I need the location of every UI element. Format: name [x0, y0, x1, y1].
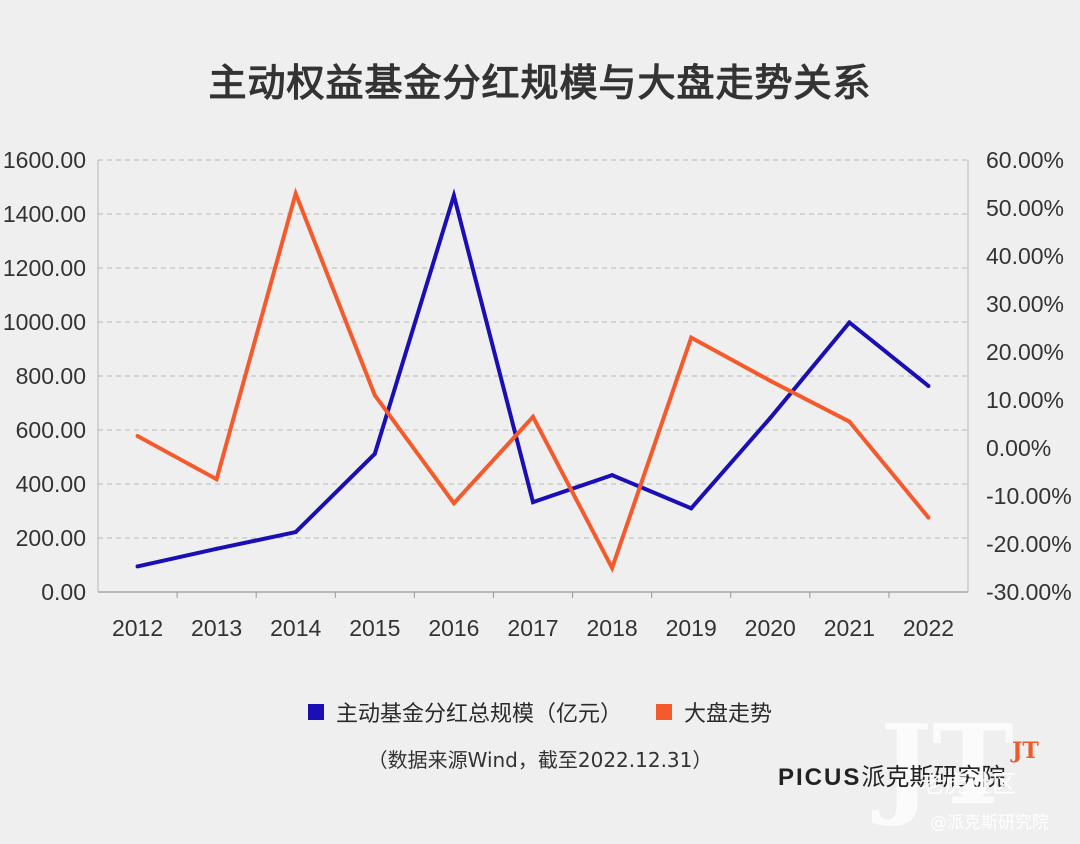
- y-left-tick-label: 800.00: [16, 363, 86, 389]
- data-point-market: [214, 477, 219, 482]
- grid-lines: [98, 159, 968, 539]
- y-right-tick-label: 50.00%: [986, 195, 1064, 221]
- data-point-market: [531, 414, 535, 419]
- legend-item-market: 大盘走势: [656, 696, 772, 728]
- brand-logo: PICUS派克斯研究院: [778, 757, 1005, 792]
- handle-watermark: @派克斯研究院: [930, 813, 1049, 833]
- data-point-fund-dividend: [926, 383, 931, 388]
- data-point-fund-dividend: [135, 564, 140, 569]
- tick-labels: 0.00 200.00 400.00 600.00 800.00 1000.00 1200.…: [3, 147, 1072, 641]
- brand-latin: PICUS: [778, 764, 862, 791]
- series-line-market: [136, 187, 931, 574]
- y-right-tick-label: 40.00%: [986, 243, 1064, 269]
- x-tick-label: 2017: [507, 615, 558, 641]
- legend-label-fund-dividend: 主动基金分红总规模（亿元）: [335, 702, 622, 727]
- y-left-tick-label: 0.00: [41, 579, 86, 605]
- data-point-fund-dividend: [293, 530, 298, 535]
- y-right-tick-label: 30.00%: [986, 291, 1064, 317]
- y-left-tick-label: 1200.00: [3, 255, 86, 281]
- chart-title: 主动权益基金分红规模与大盘走势关系: [208, 61, 872, 105]
- data-point-fund-dividend: [768, 415, 773, 420]
- x-tick-label: 2020: [745, 615, 796, 641]
- y-left-tick-label: 1600.00: [3, 147, 86, 173]
- axes: [97, 160, 969, 598]
- legend: 主动基金分红总规模（亿元） 大盘走势: [0, 696, 1080, 728]
- data-point-fund-dividend: [451, 193, 456, 198]
- data-point-fund-dividend: [214, 546, 219, 551]
- x-tick-label: 2014: [270, 615, 321, 641]
- data-point-market: [293, 191, 298, 196]
- y-left-tick-label: 600.00: [16, 417, 86, 443]
- y-right-tick-label: 60.00%: [986, 147, 1064, 173]
- x-tick-label: 2016: [428, 615, 479, 641]
- data-point-market: [926, 515, 931, 520]
- y-right-tick-label: -20.00%: [986, 531, 1072, 557]
- legend-item-fund-dividend: 主动基金分红总规模（亿元）: [307, 696, 622, 728]
- series-line-fund-dividend: [137, 188, 930, 569]
- y-left-tick-label: 200.00: [16, 525, 86, 551]
- y-left-tick-label: 400.00: [16, 471, 86, 497]
- x-tick-label: 2013: [191, 615, 242, 641]
- x-tick-label: 2015: [349, 615, 400, 641]
- data-point-market: [451, 501, 456, 506]
- y-right-tick-label: 0.00%: [986, 435, 1051, 461]
- source-note: （数据来源Wind，截至2022.12.31）: [367, 748, 713, 772]
- x-tick-label: 2022: [903, 615, 954, 641]
- legend-swatch-blue: [307, 704, 324, 720]
- data-point-market: [768, 378, 773, 383]
- data-point-fund-dividend: [689, 506, 694, 511]
- data-point-fund-dividend: [847, 320, 852, 325]
- chart-plot: 0.00 200.00 400.00 600.00 800.00 1000.00 1200.…: [3, 147, 1072, 641]
- data-point-market: [610, 566, 615, 570]
- y-right-tick-label: 20.00%: [986, 339, 1064, 365]
- data-point-market: [135, 434, 140, 438]
- x-tick-label: 2012: [112, 615, 163, 641]
- data-point-fund-dividend: [372, 451, 377, 456]
- data-point-market: [372, 393, 377, 398]
- data-point-market: [847, 419, 852, 424]
- legend-swatch-orange: [656, 704, 672, 720]
- brand-cn: 派克斯研究院: [861, 763, 1006, 791]
- y-right-tick-label: -10.00%: [986, 483, 1072, 509]
- data-point-fund-dividend: [531, 500, 535, 505]
- data-point-market: [689, 335, 694, 340]
- x-tick-label: 2021: [824, 615, 875, 641]
- brand-logo-mark: JT: [1012, 738, 1039, 764]
- x-tick-label: 2019: [666, 615, 717, 641]
- watermark-logo-mark: JT: [880, 700, 1014, 829]
- data-point-fund-dividend: [610, 473, 615, 478]
- series-lines: [135, 187, 931, 574]
- y-left-tick-label: 1400.00: [3, 201, 86, 227]
- community-watermark: 老虎社区: [920, 770, 1016, 798]
- legend-label-market: 大盘走势: [684, 702, 773, 727]
- x-tick-label: 2018: [587, 615, 638, 641]
- y-right-tick-label: 10.00%: [986, 387, 1064, 413]
- y-right-tick-label: -30.00%: [986, 579, 1072, 605]
- y-left-tick-label: 1000.00: [3, 309, 86, 335]
